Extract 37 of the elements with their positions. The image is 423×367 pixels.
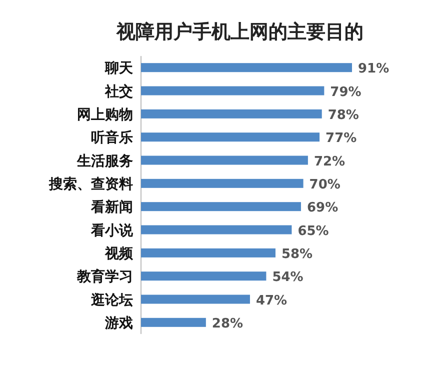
data-label: 77% [326,131,357,146]
y-tick-label: 社交 [104,82,133,100]
bar [141,63,352,72]
y-tick-label: 逛论坛 [90,292,133,308]
y-tick-label: 游戏 [104,315,133,332]
data-label: 78% [328,108,359,123]
bar [141,109,322,118]
data-label: 72% [314,154,346,170]
data-label: 65% [298,224,329,239]
data-label: 54% [272,270,304,286]
bar [141,248,276,258]
bar [141,132,320,142]
y-tick-label: 听音乐 [91,129,133,146]
bar [141,225,292,234]
data-label: 91% [358,62,390,77]
y-tick-label: 聊天 [104,60,134,77]
chart-title: 视障用户手机上网的主要目的 [116,21,364,43]
bar [141,318,206,327]
data-label: 70% [309,177,340,192]
data-label: 28% [212,316,244,332]
y-tick-label: 搜索、查资料 [48,176,133,192]
bar [141,294,250,304]
y-tick-label: 生活服务 [76,153,133,170]
data-label: 69% [306,200,338,216]
y-tick-label: 看小说 [90,222,134,239]
bar [141,86,324,96]
data-label: 79% [330,84,362,100]
bar [141,272,266,281]
bar [141,178,304,188]
y-tick-label: 网上购物 [77,106,133,123]
data-label: 47% [256,293,288,308]
y-tick-label: 看新闻 [90,198,133,216]
bar [141,202,301,212]
y-tick-label: 视频 [104,244,134,262]
data-label: 58% [281,246,313,262]
y-tick-label: 教育学习 [76,268,133,286]
bar [141,156,308,165]
